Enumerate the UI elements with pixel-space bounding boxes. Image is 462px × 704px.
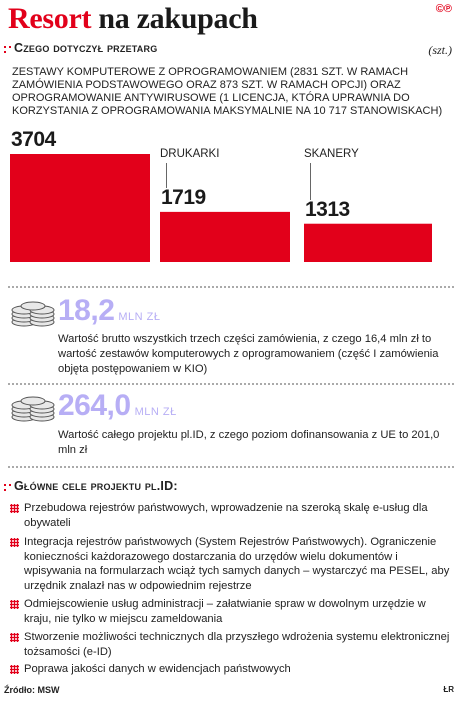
tender-description: Zestawy komputerowe z oprogramowaniem (2…	[12, 66, 443, 117]
coins-icon	[11, 301, 55, 327]
bullet-icon	[10, 504, 19, 513]
bar-chart	[10, 154, 432, 262]
category-label: Drukarki	[160, 148, 220, 160]
bullet-icon	[10, 600, 19, 609]
stat-unit-2: mln zł	[134, 406, 177, 418]
bar-value-label: 3704	[11, 128, 56, 151]
bar-2	[160, 211, 290, 262]
separator	[8, 286, 454, 288]
copyright-mark: ©℗	[435, 3, 452, 15]
bullet-icon	[10, 665, 19, 674]
category-label: Skanery	[304, 148, 359, 160]
bar-1	[10, 154, 150, 262]
bullet-icon	[10, 538, 19, 547]
section-heading-tender: Czego dotyczył przetarg	[14, 41, 158, 55]
goal-text: Poprawa jakości danych w ewidencjach pań…	[24, 663, 291, 675]
connector-line	[166, 163, 167, 188]
connector-line	[310, 163, 311, 200]
goal-item: Poprawa jakości danych w ewidencjach pań…	[10, 662, 450, 677]
author-initials: ŁR	[443, 685, 454, 694]
title-part-1: Resort	[8, 2, 92, 35]
unit-label: (szt.)	[428, 43, 452, 57]
stat-number-1: 18,2	[58, 294, 115, 327]
goal-item: Odmiejscowienie usług administracji – za…	[10, 597, 450, 626]
goal-item: Przebudowa rejestrów państwowych, wprowa…	[10, 501, 450, 530]
goal-text: Odmiejscowienie usług administracji – za…	[24, 598, 426, 625]
page-title: Resort na zakupach	[8, 2, 258, 36]
stat-unit-1: mln zł	[118, 311, 161, 323]
goal-item: Stworzenie możliwości technicznych dla p…	[10, 630, 450, 659]
bar-value-label: 1313	[305, 197, 350, 221]
stat-note-1: Wartość brutto wszystkich trzech części …	[58, 333, 439, 375]
section-marker-icon	[4, 484, 11, 491]
goal-item: Integracja rejestrów państwowych (System…	[10, 535, 450, 593]
source-note: Źródło: MSW	[4, 685, 60, 695]
bar-value-label: 1719	[161, 185, 206, 209]
stat-value-2: 264,0 mln zł	[58, 389, 177, 423]
separator	[8, 466, 454, 468]
stat-note-2: Wartość całego projektu pl.ID, z czego p…	[58, 429, 440, 456]
separator	[8, 383, 454, 385]
title-part-2: na zakupach	[98, 2, 258, 35]
coins-icon	[11, 396, 55, 422]
stat-number-2: 264,0	[58, 389, 131, 422]
goal-text: Stworzenie możliwości technicznych dla p…	[24, 631, 450, 658]
bullet-icon	[10, 633, 19, 642]
section-marker-icon	[4, 46, 11, 53]
stat-value-1: 18,2 mln zł	[58, 294, 161, 328]
goal-text: Integracja rejestrów państwowych (System…	[24, 536, 450, 592]
section-heading-goals: Główne cele projektu pl.ID:	[14, 479, 178, 493]
goal-text: Przebudowa rejestrów państwowych, wprowa…	[24, 502, 428, 529]
bar-3	[304, 223, 432, 262]
